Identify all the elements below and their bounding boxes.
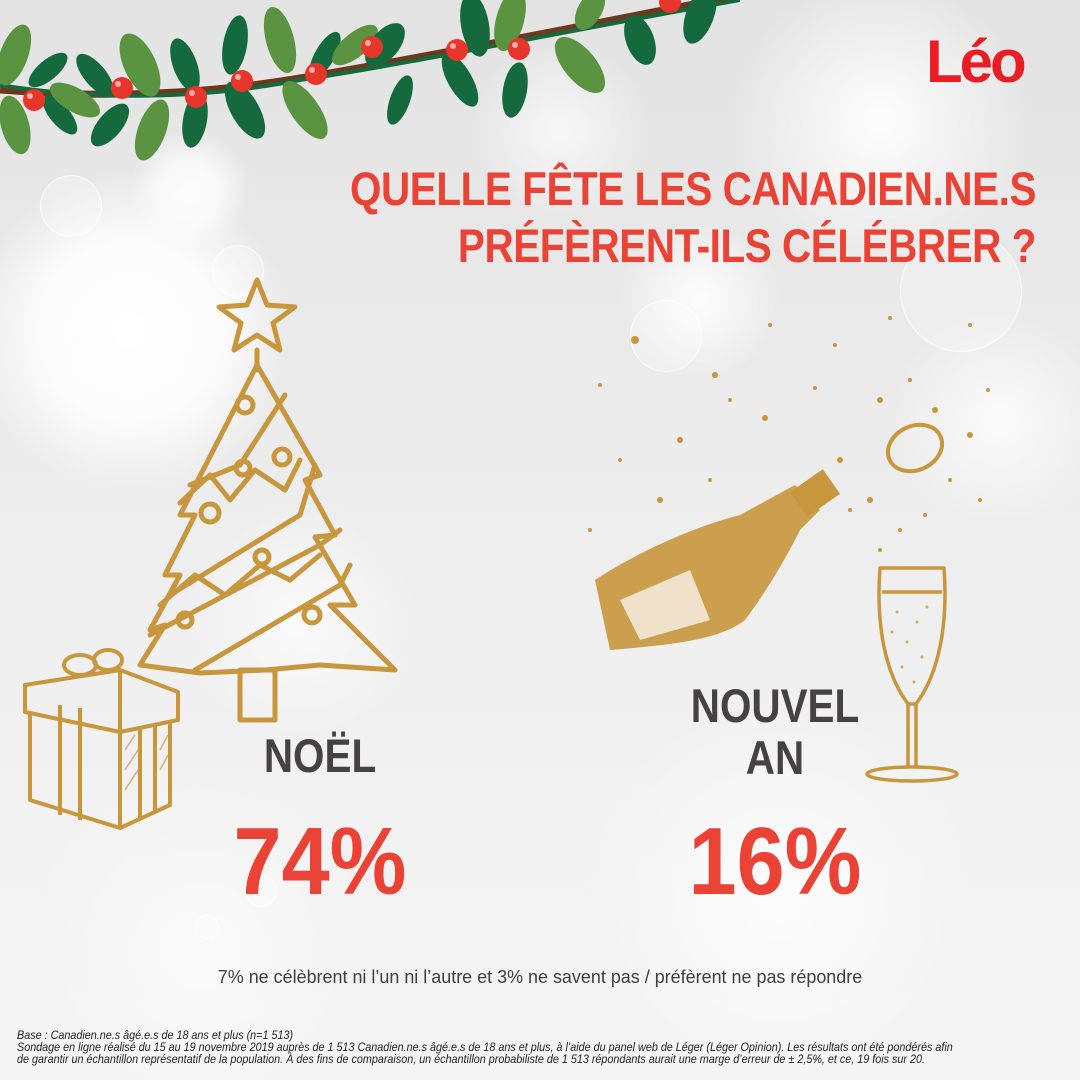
holly-garland-icon <box>0 0 740 161</box>
title-line-2: PRÉFÈRENT-ILS CÉLÉBRER ? <box>457 219 1036 272</box>
note-other-responses: 7% ne célèbrent ni l’un ni l’autre et 3%… <box>217 966 863 987</box>
footer-method-line-1: Sondage en ligne réalisé du 15 au 19 nov… <box>17 1041 953 1054</box>
bokeh-circle <box>40 175 102 237</box>
champagne-bottle-icon <box>588 316 990 650</box>
svg-text:Léo: Léo <box>926 30 1025 92</box>
label-nouvel: NOUVEL <box>690 679 860 732</box>
value-noel: 74% <box>233 808 407 915</box>
christmas-tree-icon <box>137 277 398 723</box>
bokeh-circle <box>630 300 702 372</box>
label-noel: NOËL <box>263 729 377 782</box>
champagne-glass-icon <box>865 566 959 783</box>
bokeh-circle <box>245 875 277 907</box>
bokeh-circle <box>900 230 1022 352</box>
leo-logo: Léo <box>926 30 1028 92</box>
page-title: QUELLE FÊTE LES CANADIEN.NE.S PRÉFÈRENT-… <box>262 160 1036 274</box>
bokeh-circle <box>195 915 219 939</box>
title-line-1: QUELLE FÊTE LES CANADIEN.NE.S <box>350 162 1036 215</box>
label-an: AN <box>745 731 805 784</box>
footer-base: Base : Canadien.ne.s âgé.e.s de 18 ans e… <box>17 1029 294 1042</box>
methodology-footer: Base : Canadien.ne.s âgé.e.s de 18 ans e… <box>17 1030 994 1066</box>
value-nouvel-an: 16% <box>688 808 862 915</box>
footer-method-line-2: de garantir un échantillon représentatif… <box>17 1053 925 1066</box>
label-nouvel-an: NOUVEL AN <box>689 680 861 784</box>
gift-box-icon <box>23 648 180 830</box>
